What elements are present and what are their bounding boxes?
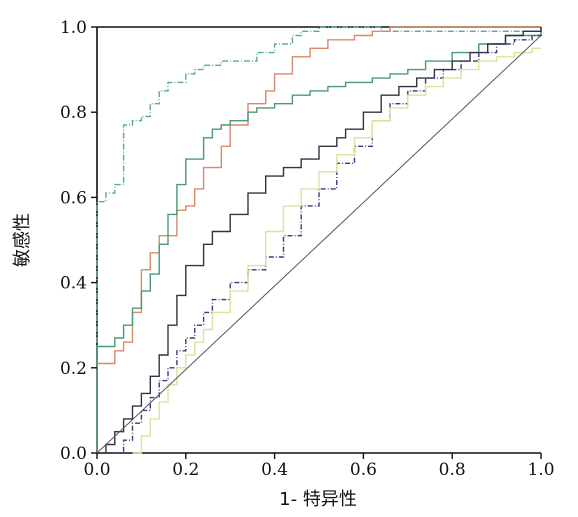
y-tick-label: 0.0 (60, 444, 87, 464)
roc-curve-2 (96, 26, 541, 453)
roc-curve-5 (114, 31, 542, 454)
series-layer (96, 26, 542, 454)
x-tick-label: 0.6 (350, 460, 377, 480)
roc-curve-4 (97, 27, 542, 454)
y-axis-title: 敏感性 (12, 213, 33, 267)
x-tick-label: 0.8 (439, 460, 466, 480)
y-tick-label: 0.8 (60, 103, 87, 123)
x-tick-label: 0.0 (83, 460, 110, 480)
x-tick-label: 1.0 (527, 460, 554, 480)
reference-diagonal-line (96, 35, 542, 454)
tick-layer: 0.0 0.2 0.4 0.6 0.8 1.0 0.0 0.2 0.4 0.6 0.8 1.0 (60, 18, 555, 480)
roc-curve-6 (132, 47, 541, 454)
y-tick-label: 0.2 (60, 359, 87, 379)
y-tick-label: 0.4 (60, 274, 87, 294)
x-tick-label: 0.4 (261, 460, 288, 480)
y-tick-label: 1.0 (60, 18, 87, 38)
x-tick-label: 0.2 (172, 460, 199, 480)
x-axis-title: 1- 特异性 (279, 489, 357, 510)
y-tick-label: 0.6 (60, 188, 87, 208)
roc-curve-3 (96, 27, 542, 453)
roc-curve-1 (96, 26, 542, 453)
